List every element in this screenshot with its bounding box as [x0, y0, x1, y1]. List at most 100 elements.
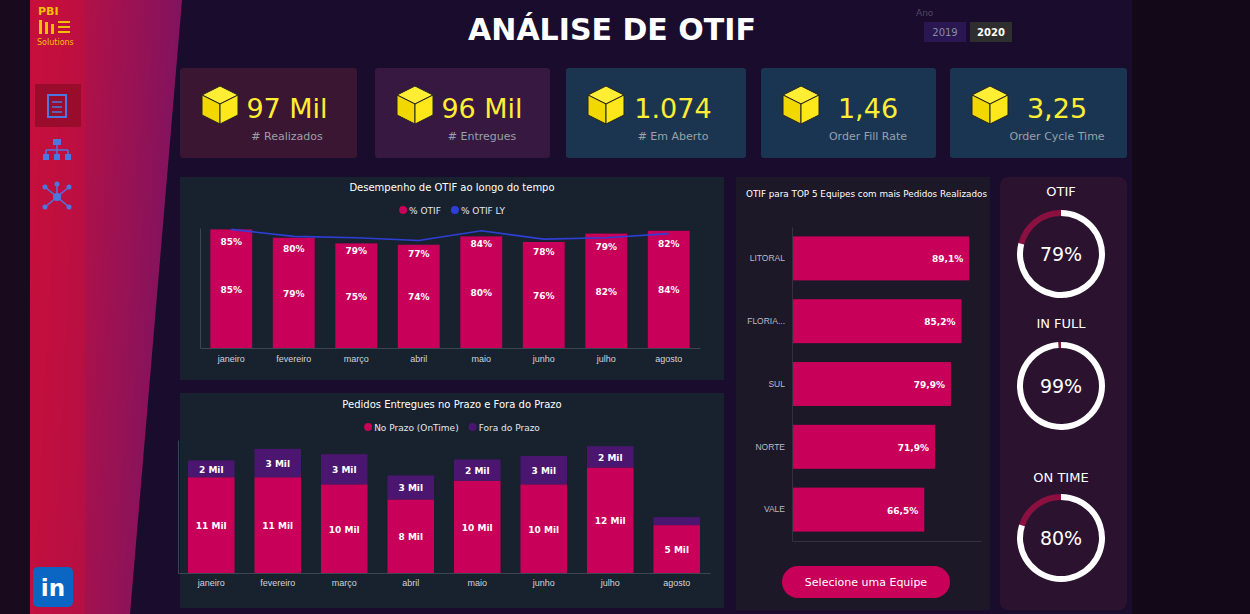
kpi-label: # Realizados	[251, 130, 323, 143]
kpi-icon	[202, 86, 238, 124]
icon-part	[53, 139, 61, 145]
kpi-icon	[972, 86, 1008, 124]
x-tick-label: junho	[532, 354, 555, 364]
gauge-track	[1018, 210, 1061, 245]
plot-area	[210, 229, 689, 348]
icon-part	[65, 154, 71, 160]
icon-part	[783, 95, 801, 124]
x-tick-label: fevereiro	[260, 578, 295, 588]
data-label: 71,9%	[898, 443, 929, 453]
legend-swatch	[399, 206, 407, 214]
data-label: 78%	[533, 247, 555, 257]
logo-bar	[39, 20, 42, 34]
gauge-title: ON TIME	[1033, 470, 1088, 485]
line	[231, 229, 669, 240]
icon-part	[220, 95, 238, 124]
chart-title: Desempenho de OTIF ao longo do tempo	[349, 182, 554, 193]
legend-label: % OTIF	[409, 206, 441, 216]
bar	[454, 460, 501, 481]
gauge-value	[1017, 210, 1105, 298]
gauge-title: OTIF	[1046, 184, 1076, 199]
kpi-card	[761, 68, 936, 158]
legend-item: % OTIF	[399, 206, 441, 216]
y-tick: SUL	[768, 379, 792, 389]
nav-icon-org[interactable]	[43, 139, 71, 160]
icon-part	[67, 185, 72, 190]
icon-part	[53, 193, 61, 201]
x-tick: março	[332, 573, 357, 588]
year-label: Ano	[916, 8, 934, 18]
kpi-label: # Entregues	[448, 130, 517, 143]
legend-swatch	[451, 206, 459, 214]
year-button[interactable]	[924, 22, 966, 42]
logo-top: PBI	[38, 5, 59, 18]
year-button[interactable]	[970, 22, 1012, 42]
y-axis-line	[792, 228, 793, 542]
x-tick-label: março	[332, 578, 357, 588]
x-tick-label: julho	[596, 354, 616, 364]
data-label: 82%	[658, 239, 680, 249]
legend-swatch	[364, 423, 372, 431]
nav-icon-report[interactable]	[48, 95, 66, 117]
icon-part	[43, 205, 48, 210]
data-label: 2 Mil	[465, 466, 490, 476]
logo-icon	[39, 20, 70, 34]
nav-selected[interactable]	[35, 84, 81, 127]
gauge-label: 79%	[1040, 243, 1082, 265]
linkedin-text[interactable]: in	[41, 575, 65, 601]
data-label: 82%	[595, 287, 617, 297]
kpi-label: Order Cycle Time	[1009, 130, 1104, 143]
data-label: 85%	[220, 237, 242, 247]
data-label: 79,9%	[914, 380, 945, 390]
x-tick: março	[344, 348, 369, 364]
y-tick: VALE	[764, 504, 792, 514]
x-tick: junho	[532, 348, 555, 364]
data-label: 80%	[470, 288, 492, 298]
logo-line	[58, 21, 70, 23]
data-label: 66,5%	[887, 506, 918, 516]
gauge-value	[1017, 494, 1105, 582]
icon-part	[202, 95, 220, 124]
chart-title: OTIF para TOP 5 Equipes com mais Pedidos…	[746, 189, 987, 199]
x-tick: julho	[596, 348, 616, 364]
sidebar	[30, 0, 85, 614]
icon-part	[52, 101, 62, 103]
icon-part	[972, 95, 990, 124]
team-button[interactable]	[782, 566, 950, 598]
logo-line	[58, 26, 70, 28]
data-label: 2 Mil	[598, 453, 623, 463]
linkedin-icon[interactable]	[33, 567, 73, 607]
bar	[792, 362, 951, 406]
y-axis: LITORALFLORIA...SULNORTEVALE	[747, 228, 792, 542]
data-label: 11 Mil	[262, 521, 293, 531]
x-tick-label: agosto	[655, 354, 682, 364]
y-tick-label: VALE	[764, 504, 785, 514]
icon-part	[415, 95, 433, 124]
gauge-track	[1058, 342, 1061, 348]
legend-item: % OTIF LY	[451, 206, 506, 216]
bar	[398, 245, 440, 348]
bar	[387, 499, 434, 573]
data-label: 77%	[408, 249, 430, 259]
nav-icon-network[interactable]	[43, 182, 72, 210]
legend-item: Fora do Prazo	[469, 423, 541, 433]
icon-part	[67, 205, 72, 210]
icon-part	[588, 95, 606, 124]
data-label: 85,2%	[924, 317, 955, 327]
data-label: 12 Mil	[595, 516, 626, 526]
x-tick: janeiro	[197, 573, 225, 588]
data-label: 84%	[470, 239, 492, 249]
y-tick-label: NORTE	[755, 442, 785, 452]
bar	[587, 467, 634, 573]
x-axis: janeirofevereiromarçoabrilmaiojunhojulho…	[201, 348, 701, 364]
bar	[254, 477, 301, 573]
year-text[interactable]: 2019	[932, 27, 957, 38]
y-axis-line	[178, 441, 179, 574]
data-label: 3 Mil	[398, 483, 423, 493]
data-label: 79%	[345, 246, 367, 256]
team-button-text[interactable]: Selecione uma Equipe	[805, 576, 928, 589]
kpi-label: # Em Aberto	[638, 130, 709, 143]
bar	[792, 488, 924, 532]
x-tick-label: maio	[471, 354, 491, 364]
year-text[interactable]: 2020	[977, 27, 1005, 38]
